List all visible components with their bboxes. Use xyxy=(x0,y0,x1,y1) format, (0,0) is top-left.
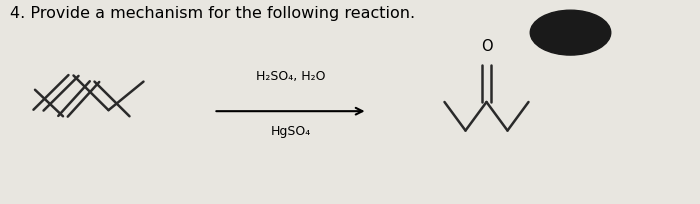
Text: H₂SO₄, H₂O: H₂SO₄, H₂O xyxy=(256,70,326,83)
Text: O: O xyxy=(481,39,492,54)
Text: 4. Provide a mechanism for the following reaction.: 4. Provide a mechanism for the following… xyxy=(10,6,416,21)
Text: HgSO₄: HgSO₄ xyxy=(270,125,311,139)
Ellipse shape xyxy=(531,10,610,55)
